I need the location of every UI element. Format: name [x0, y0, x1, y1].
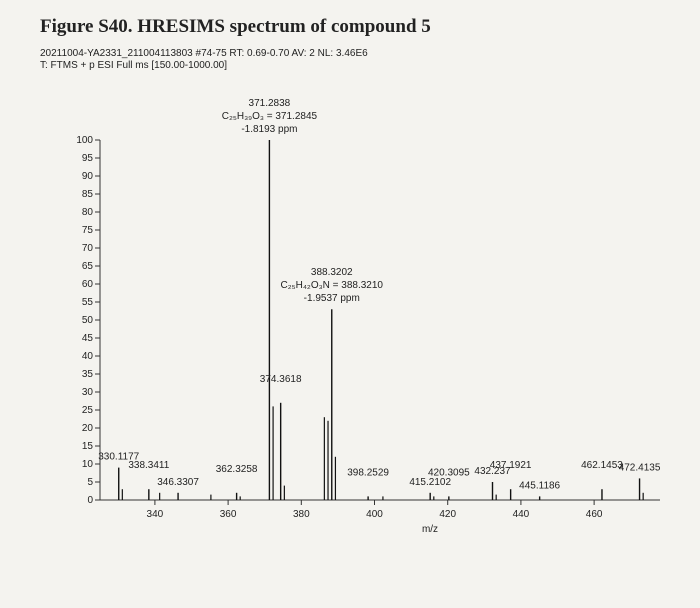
- y-tick-label: 70: [82, 243, 94, 254]
- peak-label: 432.237: [474, 466, 511, 477]
- peak-label: 371.2838: [249, 98, 291, 109]
- peak-label: 420.3095: [428, 467, 470, 478]
- y-tick-label: 25: [82, 405, 94, 416]
- peak-label: 415.2102: [409, 477, 451, 488]
- y-tick-label: 45: [82, 333, 94, 344]
- y-tick-label: 10: [82, 459, 94, 470]
- y-tick-label: 65: [82, 261, 94, 272]
- header-line: T: FTMS + p ESI Full ms [150.00-1000.00]: [40, 60, 227, 71]
- y-tick-label: 40: [82, 351, 94, 362]
- y-tick-label: 55: [82, 297, 94, 308]
- x-axis-label: m/z: [422, 524, 438, 535]
- y-tick-label: 15: [82, 441, 94, 452]
- y-tick-label: 5: [87, 477, 93, 488]
- y-tick-label: 75: [82, 225, 94, 236]
- x-tick-label: 440: [513, 509, 530, 520]
- peak-label: 362.3258: [216, 464, 258, 475]
- y-tick-label: 80: [82, 207, 94, 218]
- y-tick-label: 90: [82, 171, 94, 182]
- header-line: 20211004-YA2331_211004113803 #74-75 RT: …: [40, 48, 368, 59]
- formula: C₂₅H₃₉O₃ = 371.2845: [222, 111, 318, 122]
- y-tick-label: 60: [82, 279, 94, 290]
- peak-label: 388.3202: [311, 267, 353, 278]
- y-tick-label: 0: [87, 495, 93, 506]
- peak-label: 472.4135: [619, 462, 661, 473]
- x-tick-label: 460: [586, 509, 603, 520]
- x-tick-label: 340: [147, 509, 164, 520]
- x-tick-label: 420: [439, 509, 456, 520]
- chart-title: Figure S40. HRESIMS spectrum of compound…: [40, 16, 431, 37]
- peak-label: 330.1177: [98, 452, 139, 463]
- ppm: -1.9537 ppm: [304, 293, 360, 304]
- formula: C₂₅H₄₂O₃N = 388.3210: [281, 280, 384, 291]
- ppm: -1.8193 ppm: [241, 124, 297, 135]
- y-tick-label: 35: [82, 369, 94, 380]
- peak-label: 462.1453: [581, 460, 623, 471]
- y-tick-label: 85: [82, 189, 94, 200]
- x-tick-label: 360: [220, 509, 237, 520]
- y-tick-label: 50: [82, 315, 94, 326]
- peak-label: 445.1186: [519, 480, 560, 491]
- y-tick-label: 100: [76, 135, 93, 146]
- peak-label: 374.3618: [260, 374, 302, 385]
- peak-label: 346.3307: [157, 477, 199, 488]
- x-tick-label: 400: [366, 509, 383, 520]
- x-tick-label: 380: [293, 509, 310, 520]
- peak-label: 437.1921: [490, 460, 532, 471]
- y-tick-label: 20: [82, 423, 94, 434]
- peak-label: 338.3411: [128, 460, 169, 471]
- y-tick-label: 30: [82, 387, 94, 398]
- peak-label: 398.2529: [347, 467, 389, 478]
- y-tick-label: 95: [82, 153, 94, 164]
